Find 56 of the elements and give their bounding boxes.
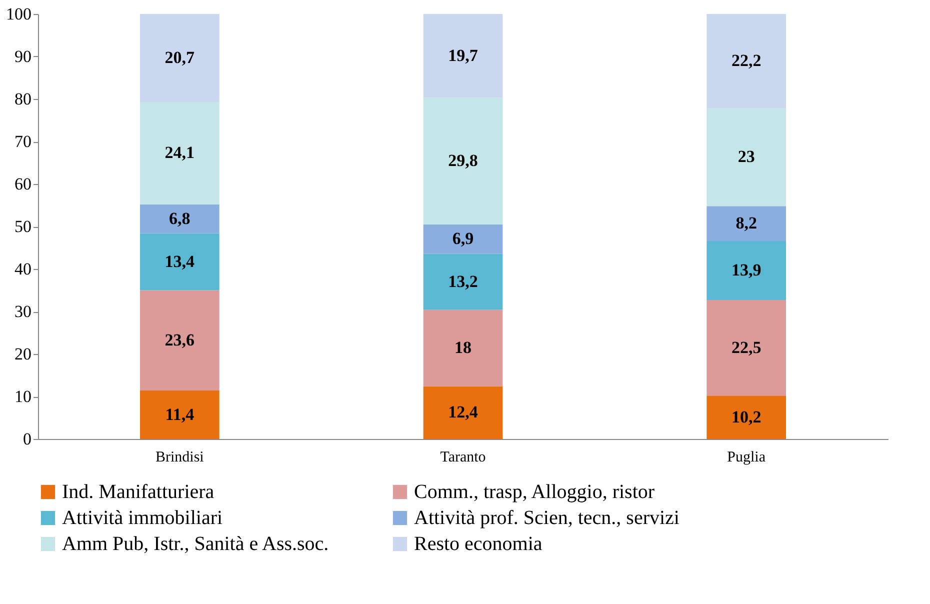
bar — [140, 390, 220, 439]
y-tick-label: 60 — [14, 174, 32, 194]
bar — [423, 310, 503, 386]
y-tick-label: 50 — [14, 217, 32, 236]
data-label: 11,4 — [165, 404, 195, 424]
data-label: 12,4 — [448, 402, 478, 422]
bar — [706, 300, 786, 396]
legend-label: Attività immobiliari — [62, 507, 223, 529]
data-label: 23 — [738, 147, 755, 166]
bar — [706, 240, 786, 300]
x-tick-label: Brindisi — [155, 450, 204, 466]
data-label: 6,9 — [452, 229, 474, 248]
bar — [423, 386, 503, 439]
legend-label: Attività prof. Scien, tecn., servizi — [414, 507, 680, 529]
bar — [423, 14, 503, 98]
y-tick-label: 40 — [14, 260, 32, 278]
legend-label: Ind. Manifatturiera — [62, 481, 214, 503]
data-label: 13,2 — [448, 272, 478, 291]
bar — [423, 224, 503, 254]
x-tick-label: Puglia — [727, 450, 766, 466]
data-label: 24,1 — [164, 143, 195, 162]
bar — [140, 14, 220, 102]
bar — [140, 290, 220, 391]
data-label: 13,9 — [731, 260, 762, 280]
y-tick-label: 10 — [14, 387, 32, 406]
legend-label: Resto economia — [414, 533, 542, 555]
bar — [140, 102, 220, 204]
data-label: 29,8 — [448, 151, 478, 170]
data-label: 6,8 — [169, 208, 190, 228]
y-tick-label: 20 — [14, 344, 32, 364]
y-tick-label: 100 — [6, 4, 32, 24]
bar — [706, 396, 786, 439]
bar — [140, 233, 220, 290]
bar — [140, 204, 220, 234]
data-label: 23,6 — [164, 330, 195, 350]
y-tick-label: 70 — [14, 132, 32, 151]
data-label: 18 — [454, 338, 472, 358]
y-tick-label: 0 — [23, 430, 32, 448]
data-label: 22,5 — [731, 338, 762, 357]
bar — [706, 108, 786, 206]
bar — [706, 206, 786, 241]
bar — [423, 254, 503, 310]
data-label: 22,2 — [731, 51, 762, 70]
data-label: 10,2 — [731, 407, 762, 426]
legend-label: Amm Pub, Istr., Sanità e Ass.soc. — [62, 533, 329, 555]
data-label: 13,4 — [164, 252, 196, 271]
data-label: 20,7 — [164, 48, 196, 67]
legend-label: Comm., trasp, Alloggio, ristor — [414, 481, 655, 503]
y-tick-label: 80 — [14, 90, 32, 108]
data-label: 8,2 — [736, 214, 757, 233]
bar — [423, 98, 503, 224]
y-tick-label: 30 — [14, 302, 32, 321]
bar — [706, 14, 786, 108]
y-tick-label: 90 — [14, 47, 32, 66]
x-tick-label: Taranto — [440, 450, 486, 466]
data-label: 19,7 — [448, 46, 478, 65]
